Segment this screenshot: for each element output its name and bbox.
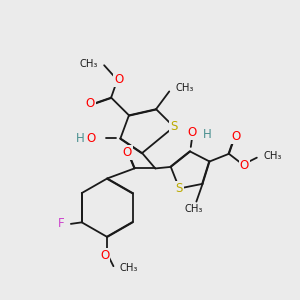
Text: H: H bbox=[76, 132, 85, 145]
Text: O: O bbox=[123, 146, 132, 159]
Text: O: O bbox=[188, 126, 197, 139]
Text: CH₃: CH₃ bbox=[184, 204, 202, 214]
Text: CH₃: CH₃ bbox=[176, 83, 194, 93]
Text: F: F bbox=[58, 218, 65, 230]
Text: H: H bbox=[203, 128, 212, 141]
Text: O: O bbox=[85, 97, 95, 110]
Text: S: S bbox=[170, 120, 178, 134]
Text: CH₃: CH₃ bbox=[263, 151, 281, 161]
Text: O: O bbox=[231, 130, 241, 143]
Text: O: O bbox=[100, 249, 110, 262]
Text: O: O bbox=[114, 74, 124, 86]
Text: O: O bbox=[240, 159, 249, 172]
Text: O: O bbox=[86, 132, 96, 145]
Text: CH₃: CH₃ bbox=[120, 263, 138, 273]
Text: S: S bbox=[176, 182, 183, 195]
Text: CH₃: CH₃ bbox=[80, 59, 98, 69]
